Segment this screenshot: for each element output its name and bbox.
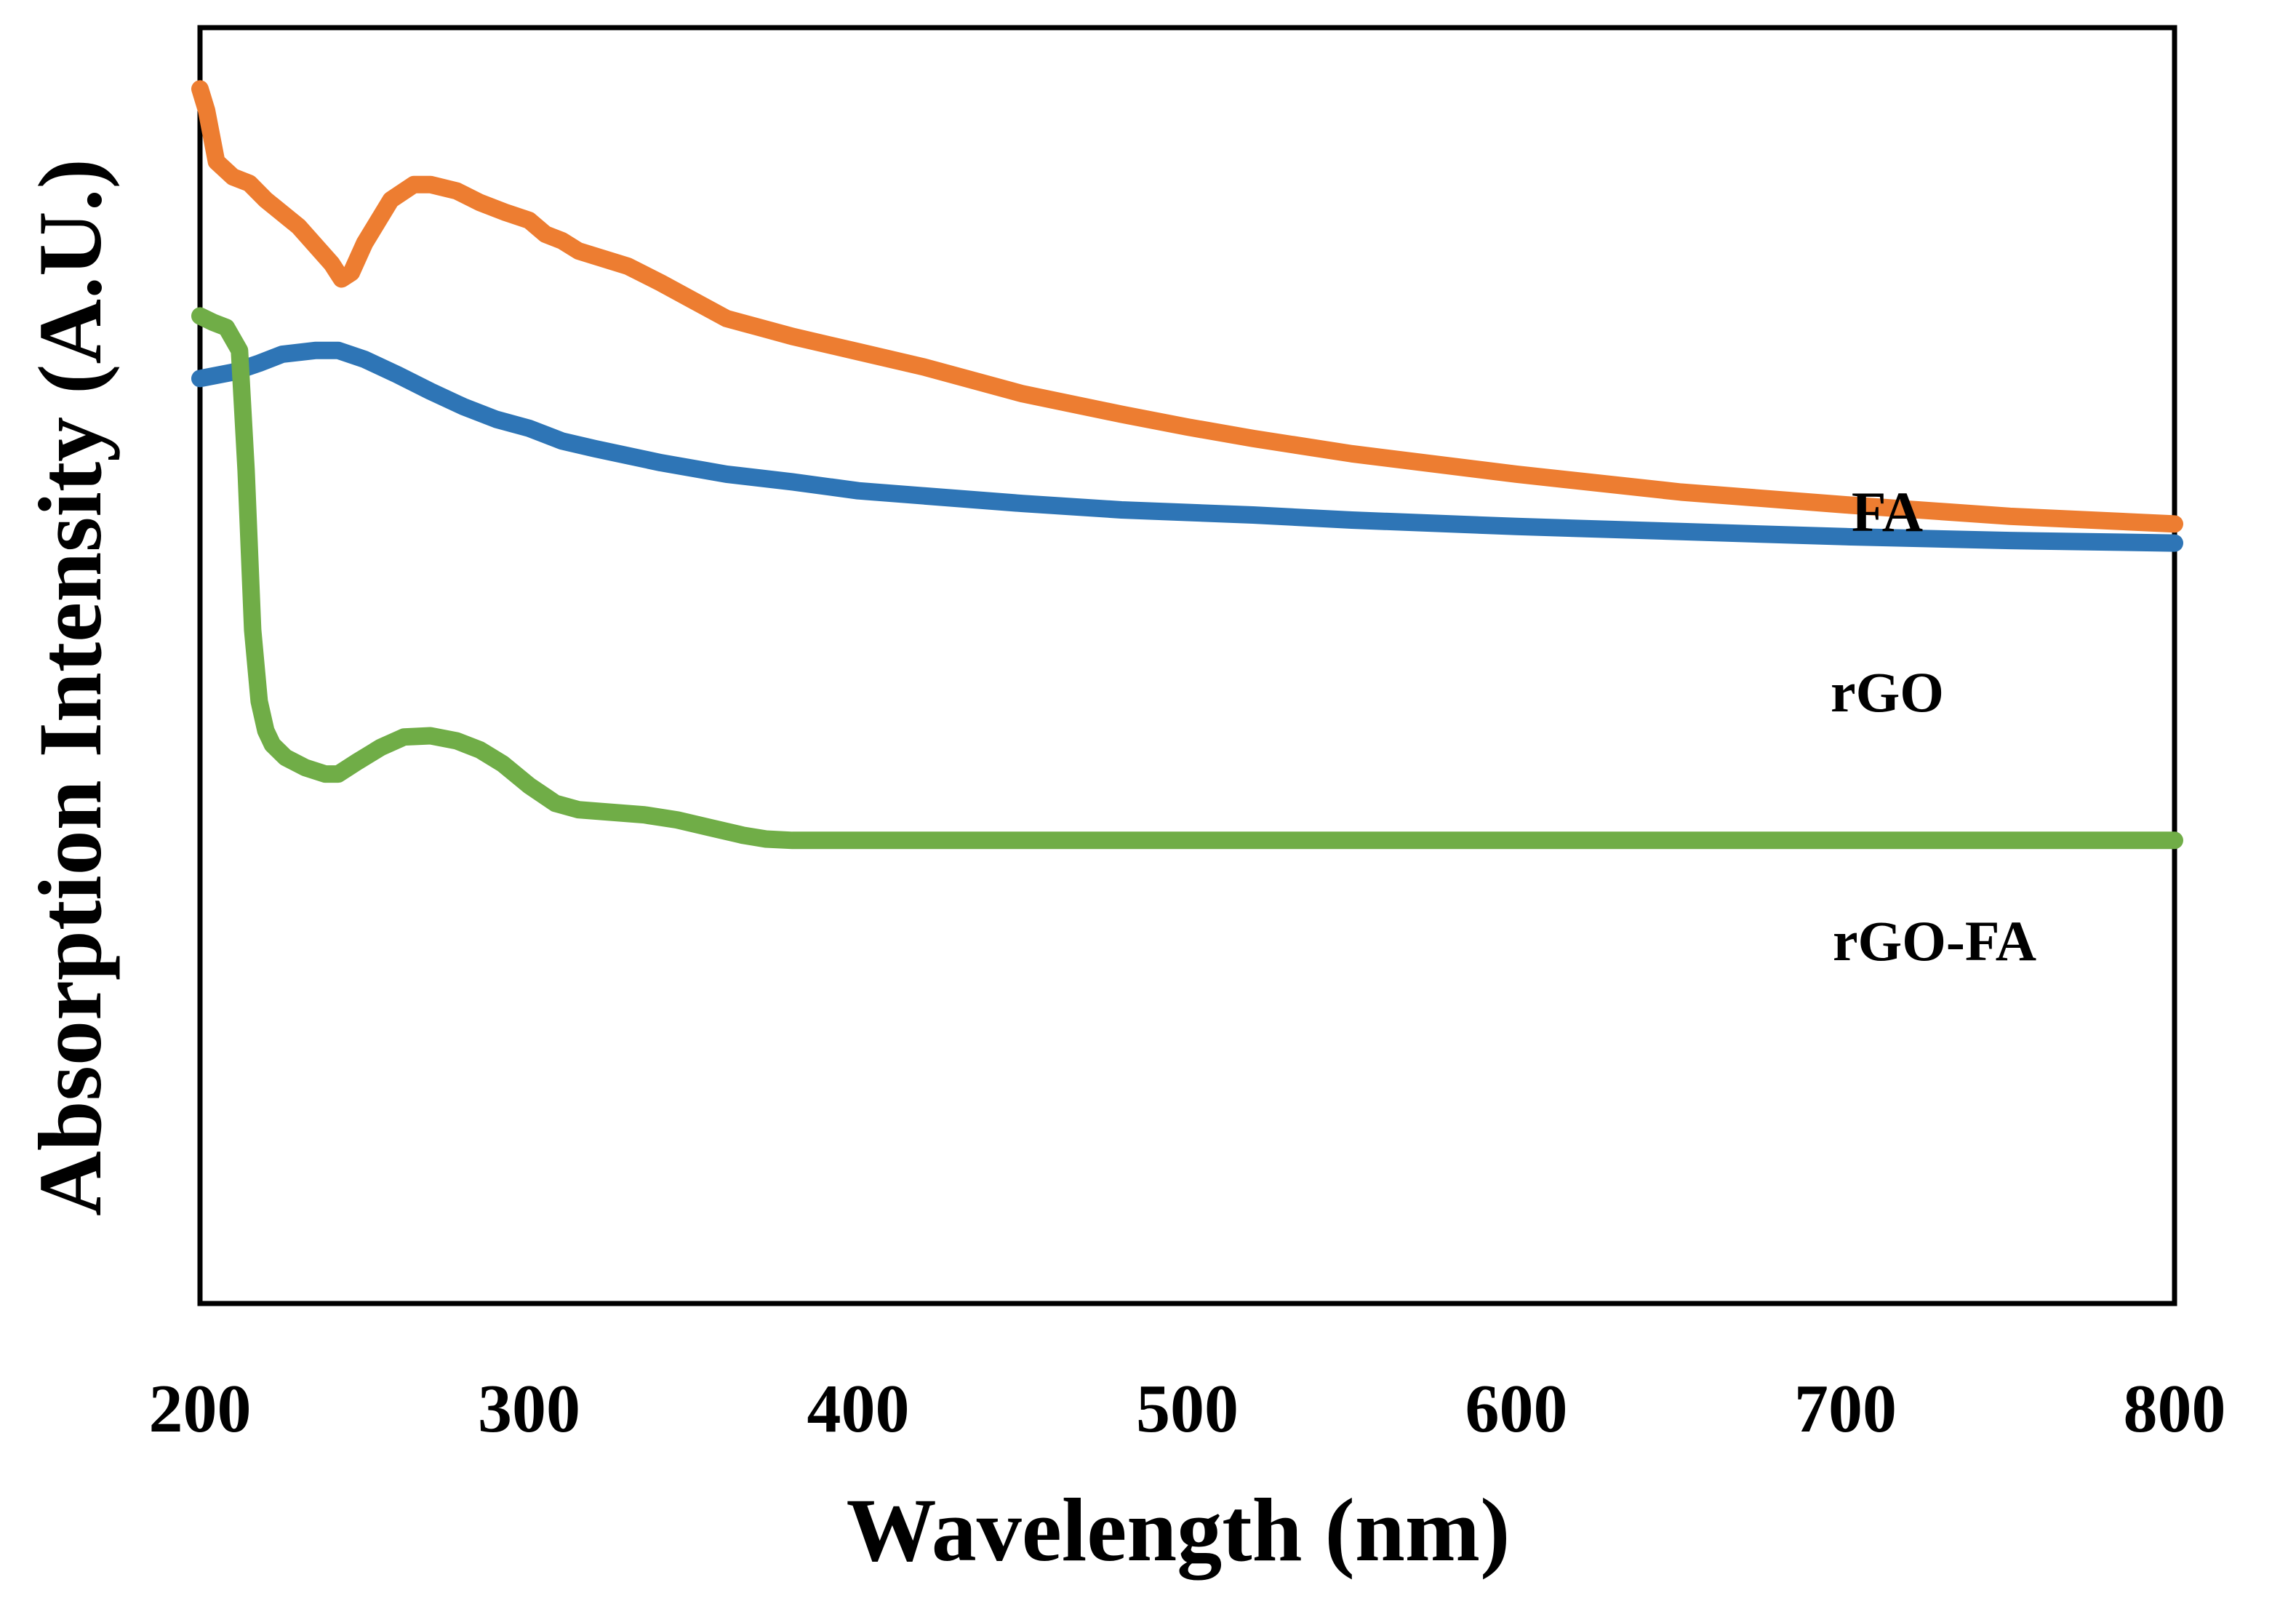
series-layer	[191, 80, 2183, 850]
series-label-rgo-fa: rGO-FA	[1833, 909, 2036, 973]
x-axis-ticks: 200 300 400 500 600 700 800	[149, 1371, 2226, 1447]
x-tick-label: 800	[2124, 1371, 2226, 1447]
x-axis-title: Wavelength (nm)	[847, 1480, 1511, 1581]
plot-frame	[197, 25, 2177, 1306]
plot-border	[197, 25, 2177, 1306]
series-label-rgo: rGO	[1831, 660, 1944, 724]
series-line-rgo-fa	[191, 307, 2183, 850]
series-label-fa: FA	[1852, 480, 1923, 543]
y-axis-title: Absorption Intensity (A.U.)	[20, 159, 120, 1216]
x-tick-label: 400	[807, 1371, 910, 1447]
x-tick-label: 600	[1465, 1371, 1568, 1447]
x-tick-label: 700	[1794, 1371, 1897, 1447]
series-line-rgo	[191, 341, 2183, 552]
x-tick-label: 500	[1136, 1371, 1239, 1447]
x-tick-label: 200	[149, 1371, 252, 1447]
series-line-fa	[191, 80, 2183, 533]
series-label-layer: FA rGO rGO-FA	[1831, 480, 2036, 973]
x-tick-label: 300	[478, 1371, 580, 1447]
